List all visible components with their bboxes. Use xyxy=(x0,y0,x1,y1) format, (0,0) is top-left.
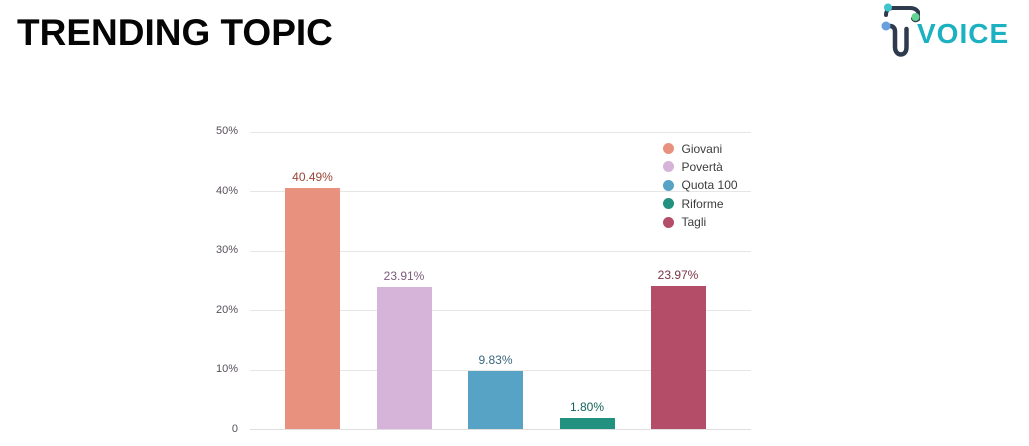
bar-quota-100[interactable] xyxy=(468,370,523,429)
bar-value-label-povert: 23.91% xyxy=(383,268,425,283)
y-axis-tick-label: 0 xyxy=(231,422,238,435)
gridline-40 xyxy=(250,191,751,192)
legend-dot-povert xyxy=(662,161,674,173)
page-title: TRENDING TOPIC xyxy=(17,12,333,53)
legend-label-tagli: Tagli xyxy=(681,215,707,230)
y-axis-tick-label: 50% xyxy=(215,125,238,137)
y-axis-tick-label: 10% xyxy=(215,363,238,375)
bar-tagli[interactable] xyxy=(650,286,706,429)
bar-value-label-quota-100: 9.83% xyxy=(478,352,513,367)
legend-dot-quota-100 xyxy=(662,179,674,191)
bar-value-label-riforme: 1.80% xyxy=(569,400,605,415)
bar-value-label-giovani: 40.49% xyxy=(292,170,333,185)
gridline-10 xyxy=(250,369,751,371)
legend-label-giovani: Giovani xyxy=(681,141,723,156)
bar-riforme[interactable] xyxy=(559,418,615,429)
y-axis-tick-label: 40% xyxy=(215,184,238,197)
legend-item-quota-100[interactable]: Quota 100 xyxy=(662,177,738,193)
bar-value-label-tagli: 23.97% xyxy=(657,268,699,283)
voice-logo-text: VOICE xyxy=(917,18,1010,49)
y-axis-tick-label: 20% xyxy=(215,303,238,316)
legend-dot-tagli xyxy=(662,216,674,228)
gridline-30 xyxy=(250,250,751,252)
legend-label-povert: Povertà xyxy=(681,159,723,174)
legend-item-riforme[interactable]: Riforme xyxy=(662,196,724,212)
gridline-50 xyxy=(250,131,751,133)
legend-dot-giovani xyxy=(662,143,674,154)
gridline-20 xyxy=(250,310,751,311)
voice-logo-icon xyxy=(881,3,920,57)
y-axis-tick-label: 30% xyxy=(215,244,238,256)
voice-logo: VOICE xyxy=(873,2,1025,62)
bar-povert[interactable] xyxy=(376,286,432,429)
legend-item-giovani[interactable]: Giovani xyxy=(662,141,723,157)
legend-dot-riforme xyxy=(662,198,674,210)
legend-item-tagli[interactable]: Tagli xyxy=(662,214,707,230)
legend-label-riforme: Riforme xyxy=(681,196,724,211)
gridline-0 xyxy=(250,429,751,430)
legend-item-povert[interactable]: Povertà xyxy=(662,159,723,175)
bar-giovani[interactable] xyxy=(285,188,340,429)
legend-label-quota-100: Quota 100 xyxy=(681,178,738,193)
